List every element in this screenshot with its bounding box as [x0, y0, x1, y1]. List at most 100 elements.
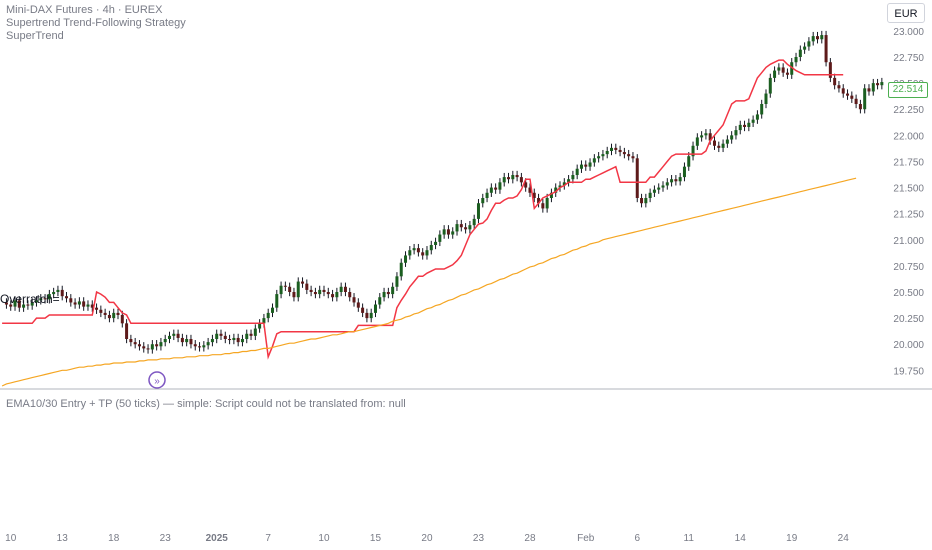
chart-legend: Mini-DAX Futures · 4h · EUREX Supertrend… — [6, 4, 186, 43]
candle-body — [579, 164, 583, 169]
candle-body — [331, 294, 335, 298]
candle-body — [155, 344, 159, 347]
price-tick-label: 20.750 — [893, 262, 924, 273]
ema-line — [1, 177, 857, 387]
time-axis[interactable]: 10 13 18 23 2025 7 10 15 20 23 28 Feb 6 11 14 19 24 — [5, 533, 849, 544]
supertrend-line — [2, 59, 844, 360]
candle-body — [841, 88, 845, 94]
candle-body — [489, 187, 493, 193]
time-tick-label: 23 — [160, 533, 172, 544]
candle-body — [69, 298, 73, 303]
candle-body — [434, 241, 438, 245]
candle-body — [137, 344, 141, 347]
candle-body — [880, 82, 884, 86]
replay-icon[interactable]: » — [148, 371, 166, 389]
candle-body — [781, 67, 785, 73]
candle-body — [721, 143, 725, 148]
candle-body — [313, 292, 317, 295]
currency-button[interactable]: EUR — [887, 3, 925, 23]
candle-body — [794, 57, 798, 63]
candle-body — [807, 41, 811, 47]
candle-body — [373, 304, 377, 313]
price-tick-label: 20.000 — [893, 340, 924, 351]
candle-body — [790, 62, 794, 75]
candle-body — [172, 333, 176, 336]
candle-body — [180, 337, 184, 343]
price-tick-label: 20.250 — [893, 314, 924, 325]
candle-body — [588, 162, 592, 167]
candle-body — [176, 333, 180, 338]
candle-body — [386, 292, 390, 295]
candle-body — [99, 309, 103, 313]
candle-body — [65, 296, 69, 299]
candle-body — [150, 344, 154, 350]
candle-body — [554, 187, 558, 193]
candle-body — [438, 234, 442, 242]
candle-body — [597, 156, 601, 159]
time-tick-label: 10 — [5, 533, 17, 544]
candle-body — [193, 344, 197, 347]
candle-body — [378, 297, 382, 305]
time-tick-label: 6 — [634, 533, 640, 544]
symbol-title[interactable]: Mini-DAX Futures · 4h · EUREX — [6, 4, 163, 16]
price-tick-label: 21.000 — [893, 236, 924, 247]
time-tick-label: 28 — [524, 533, 536, 544]
candle-body — [163, 339, 167, 343]
candle-body — [343, 286, 347, 292]
candle-body — [421, 252, 425, 256]
candle-body — [26, 304, 30, 306]
candle-body — [820, 35, 824, 40]
candle-body — [876, 83, 880, 86]
candle-body — [798, 49, 802, 57]
candle-body — [528, 187, 532, 193]
candle-body — [356, 302, 360, 308]
candle-body — [253, 328, 257, 336]
candle-body — [785, 72, 789, 75]
candle-body — [404, 255, 408, 263]
candle-body — [13, 300, 17, 307]
candle-body — [288, 286, 292, 292]
candle-body — [228, 339, 232, 341]
candle-body — [339, 286, 343, 292]
candle-body — [592, 158, 596, 163]
candle-body — [198, 346, 202, 348]
candle-body — [142, 346, 146, 349]
candle-body — [43, 298, 47, 300]
strategy-title[interactable]: Supertrend Trend-Following Strategy — [6, 17, 186, 29]
candle-body — [266, 312, 270, 319]
price-tick-label: 22.750 — [893, 53, 924, 64]
candle-body — [223, 335, 227, 339]
candle-body — [107, 314, 111, 319]
candle-body — [472, 218, 476, 226]
candle-body — [768, 77, 772, 94]
time-tick-label: 14 — [735, 533, 747, 544]
candle-body — [382, 292, 386, 298]
candle-body — [245, 333, 249, 339]
candle-body — [631, 156, 635, 159]
candle-body — [52, 292, 56, 295]
candle-body — [9, 304, 13, 307]
indicator-title[interactable]: SuperTrend — [6, 30, 64, 42]
candle-body — [708, 133, 712, 141]
time-tick-label: 23 — [473, 533, 485, 544]
price-tick-label: 22.000 — [893, 131, 924, 142]
time-tick-label: 18 — [108, 533, 120, 544]
candle-body — [704, 133, 708, 136]
candle-body — [687, 156, 691, 167]
candle-body — [511, 175, 515, 180]
candle-body — [47, 294, 51, 300]
candle-body — [34, 300, 38, 303]
candle-body — [352, 297, 356, 303]
candle-body — [545, 198, 549, 209]
time-tick-label: 15 — [370, 533, 382, 544]
price-axis[interactable]: 23.00022.75022.50022.25022.00021.75021.5… — [893, 27, 924, 377]
candle-body — [644, 198, 648, 204]
candle-body — [236, 337, 240, 343]
candle-body — [416, 248, 420, 253]
candle-body — [365, 312, 369, 319]
candle-body — [700, 135, 704, 138]
candle-body — [429, 245, 433, 251]
candle-body — [270, 307, 274, 313]
candle-body — [571, 175, 575, 180]
